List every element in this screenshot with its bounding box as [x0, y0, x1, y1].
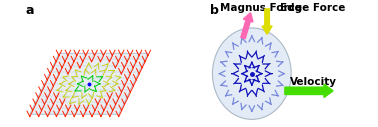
FancyArrow shape [285, 84, 333, 98]
FancyArrow shape [241, 13, 253, 39]
Text: Magnus Force: Magnus Force [220, 3, 302, 13]
Text: a: a [26, 4, 34, 17]
Text: b: b [210, 4, 219, 17]
Text: Velocity: Velocity [290, 77, 337, 87]
Ellipse shape [212, 28, 291, 119]
FancyArrow shape [262, 9, 272, 34]
Text: Edge Force: Edge Force [280, 3, 345, 13]
Polygon shape [30, 53, 148, 114]
